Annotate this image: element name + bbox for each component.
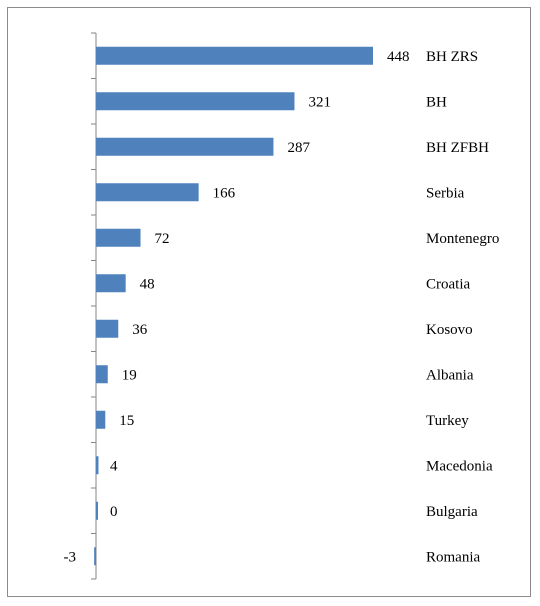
- bar-bh-zrs: [96, 46, 373, 65]
- category-label: Kosovo: [426, 322, 473, 338]
- bar-turkey: [96, 410, 106, 429]
- bar-bh: [96, 92, 295, 111]
- category-label: BH ZRS: [426, 49, 478, 65]
- category-label: Turkey: [426, 413, 469, 429]
- bar-albania: [96, 365, 108, 384]
- value-label: 321: [308, 94, 331, 110]
- value-label: 287: [287, 140, 310, 156]
- value-label: 0: [110, 504, 118, 520]
- value-label: -3: [64, 549, 77, 565]
- category-label: Albania: [426, 367, 474, 383]
- value-label: 448: [387, 49, 410, 65]
- category-label: Croatia: [426, 276, 470, 292]
- category-label: Montenegro: [426, 231, 499, 247]
- bar-macedonia: [96, 456, 99, 475]
- bar-montenegro: [96, 228, 141, 247]
- value-label: 72: [155, 231, 170, 247]
- bars-layer: [94, 46, 373, 566]
- value-label: 19: [122, 367, 137, 383]
- bar-kosovo: [96, 319, 119, 338]
- bar-croatia: [96, 274, 126, 293]
- bar-bulgaria: [96, 501, 98, 520]
- value-labels-layer: 448 321 287 166 72 48 36 19 15 4 0 -3: [64, 49, 410, 566]
- axis-layer: [91, 32, 97, 580]
- bar-serbia: [96, 183, 199, 202]
- value-label: 166: [213, 185, 236, 201]
- value-label: 36: [132, 322, 148, 338]
- category-labels-layer: BH ZRS BH BH ZFBH Serbia Montenegro Croatia Ko…: [426, 49, 499, 566]
- value-label: 15: [119, 413, 134, 429]
- value-label: 4: [110, 458, 118, 474]
- bar-romania: [94, 547, 96, 566]
- category-label: Macedonia: [426, 458, 493, 474]
- category-label: Romania: [426, 549, 480, 565]
- value-label: 48: [140, 276, 155, 292]
- category-label: BH: [426, 94, 447, 110]
- category-label: Serbia: [426, 185, 465, 201]
- bar-bh-zfbh: [96, 137, 274, 156]
- category-label: Bulgaria: [426, 504, 478, 520]
- category-label: BH ZFBH: [426, 140, 489, 156]
